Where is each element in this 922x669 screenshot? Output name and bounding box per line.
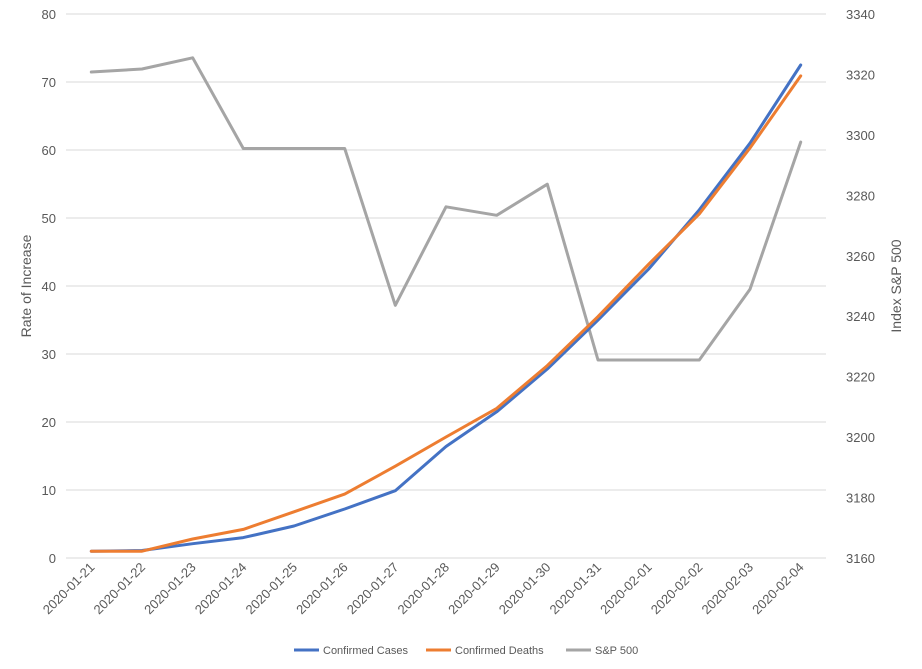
series-line-confirmed-cases bbox=[89, 63, 803, 553]
x-tick-label: 2020-02-02 bbox=[648, 560, 706, 618]
legend-label: Confirmed Cases bbox=[323, 645, 408, 657]
x-tick-label: 2020-02-03 bbox=[698, 560, 756, 618]
series-lines bbox=[89, 56, 803, 553]
x-tick-label: 2020-01-24 bbox=[192, 560, 250, 618]
y2-tick-label: 3220 bbox=[846, 370, 875, 385]
legend-label: S&P 500 bbox=[595, 645, 638, 657]
y2-tick-label: 3340 bbox=[846, 7, 875, 22]
x-tick-label: 2020-01-30 bbox=[496, 560, 554, 618]
y-tick-label: 0 bbox=[49, 551, 56, 566]
y2-tick-label: 3300 bbox=[846, 128, 875, 143]
y2-tick-label: 3180 bbox=[846, 491, 875, 506]
x-axis-ticks: 2020-01-212020-01-222020-01-232020-01-24… bbox=[40, 560, 807, 618]
series-line-s-p-500 bbox=[89, 56, 803, 362]
y-tick-label: 50 bbox=[42, 211, 56, 226]
y2-tick-label: 3280 bbox=[846, 188, 875, 203]
y2-tick-label: 3200 bbox=[846, 430, 875, 445]
right-axis-ticks: 3160 3180 3200 3220 3240 3260 3280 3300 3320 3340 bbox=[846, 7, 875, 566]
y2-tick-label: 3320 bbox=[846, 67, 875, 82]
y-tick-label: 70 bbox=[42, 75, 56, 90]
x-tick-label: 2020-02-01 bbox=[597, 560, 655, 618]
y2-axis-title: Index S&P 500 bbox=[888, 239, 904, 332]
y2-tick-label: 3260 bbox=[846, 249, 875, 264]
y-tick-label: 20 bbox=[42, 415, 56, 430]
x-tick-label: 2020-01-26 bbox=[293, 560, 351, 618]
x-tick-label: 2020-01-21 bbox=[40, 560, 98, 618]
x-tick-label: 2020-01-25 bbox=[242, 560, 300, 618]
x-tick-label: 2020-01-28 bbox=[394, 560, 452, 618]
gridlines bbox=[66, 13, 826, 559]
y-axis-title: Rate of Increase bbox=[18, 234, 34, 337]
y-tick-label: 60 bbox=[42, 143, 56, 158]
legend-label: Confirmed Deaths bbox=[455, 645, 544, 657]
y-tick-label: 10 bbox=[42, 483, 56, 498]
legend: Confirmed Cases Confirmed Deaths S&P 500 bbox=[294, 645, 638, 657]
y-tick-label: 40 bbox=[42, 279, 56, 294]
x-tick-label: 2020-01-29 bbox=[445, 560, 503, 618]
left-axis-ticks: 0 10 20 30 40 50 60 70 80 bbox=[42, 7, 56, 566]
x-tick-label: 2020-01-23 bbox=[141, 560, 199, 618]
x-tick-label: 2020-01-22 bbox=[90, 560, 148, 618]
series-line-confirmed-deaths bbox=[89, 74, 803, 553]
x-tick-label: 2020-01-31 bbox=[546, 560, 604, 618]
y-tick-label: 80 bbox=[42, 7, 56, 22]
y-tick-label: 30 bbox=[42, 347, 56, 362]
x-tick-label: 2020-02-04 bbox=[749, 560, 807, 618]
y2-tick-label: 3240 bbox=[846, 309, 875, 324]
x-tick-label: 2020-01-27 bbox=[344, 560, 402, 618]
y2-tick-label: 3160 bbox=[846, 551, 875, 566]
